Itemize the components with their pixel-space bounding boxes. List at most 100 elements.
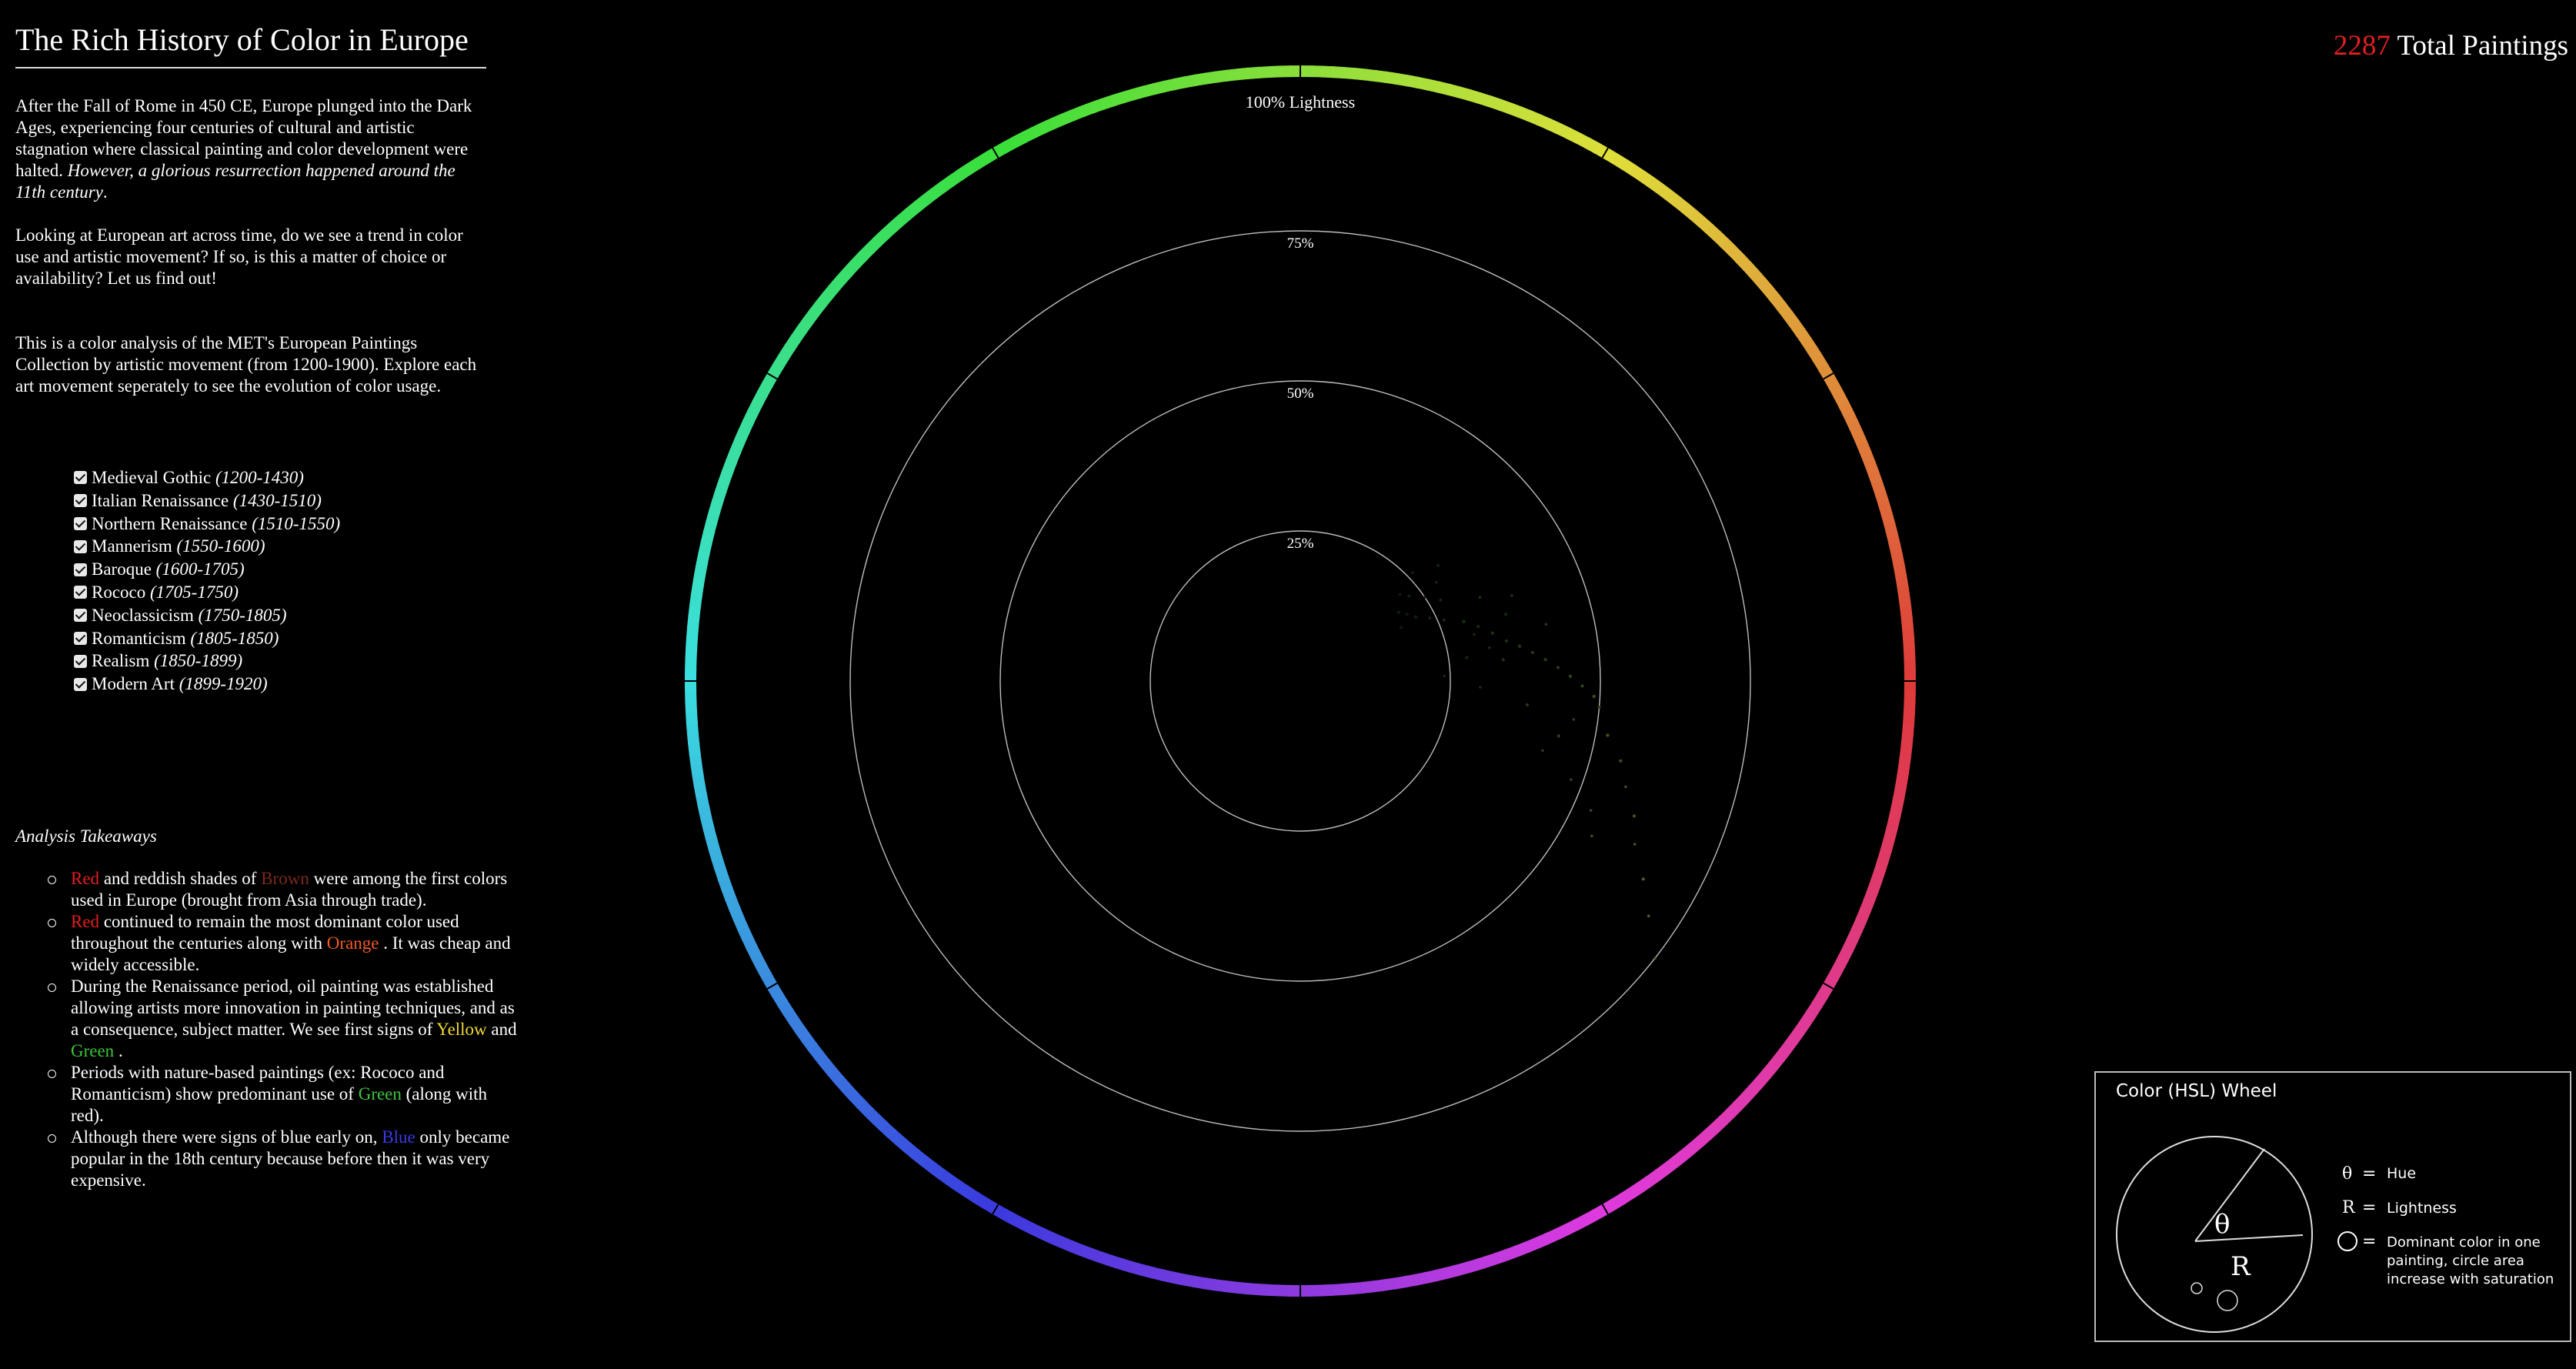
movement-item[interactable]: Neoclassicism (1750-1805) bbox=[74, 604, 340, 627]
painting-point[interactable] bbox=[1557, 734, 1560, 738]
legend-equals: = bbox=[2362, 1232, 2376, 1251]
hue-ring-segment bbox=[689, 593, 703, 608]
hue-ring-segment bbox=[1394, 72, 1410, 87]
movement-name: Mannerism bbox=[92, 536, 172, 556]
legend-equals: = bbox=[2362, 1198, 2376, 1217]
painting-point[interactable] bbox=[1592, 694, 1596, 699]
hue-ring-segment bbox=[1212, 1278, 1227, 1293]
movement-checkbox[interactable] bbox=[74, 516, 87, 530]
movement-item[interactable]: Rococo (1705-1750) bbox=[74, 581, 340, 604]
painting-point[interactable] bbox=[1442, 618, 1446, 622]
hue-ring-separator bbox=[992, 1204, 999, 1215]
movement-item[interactable]: Mannerism (1550-1600) bbox=[74, 535, 340, 558]
hue-ring-segment bbox=[692, 773, 706, 788]
painting-point[interactable] bbox=[1428, 616, 1432, 620]
painting-point[interactable] bbox=[1572, 718, 1576, 721]
hue-ring-segment bbox=[1319, 1284, 1333, 1297]
painting-point[interactable] bbox=[1624, 785, 1627, 789]
painting-point[interactable] bbox=[1568, 674, 1573, 679]
painting-point[interactable] bbox=[1501, 658, 1505, 662]
painting-point[interactable] bbox=[1504, 613, 1507, 616]
painting-point[interactable] bbox=[1405, 613, 1409, 616]
movement-item[interactable]: Baroque (1600-1705) bbox=[74, 558, 340, 581]
takeaway-item: Red and reddish shades of Brown were amo… bbox=[46, 868, 523, 911]
painting-point[interactable] bbox=[1398, 593, 1402, 596]
painting-point[interactable] bbox=[1407, 594, 1411, 598]
about-paragraph: This is a color analysis of the MET's Eu… bbox=[15, 333, 477, 396]
hue-ring-segment bbox=[686, 731, 700, 746]
takeaway-text: were among the first colors used in Euro… bbox=[71, 869, 508, 910]
painting-point[interactable] bbox=[1606, 733, 1610, 737]
painting-point[interactable] bbox=[1465, 656, 1469, 659]
legend-title: Color (HSL) Wheel bbox=[2116, 1081, 2277, 1101]
hue-ring-segment bbox=[1193, 72, 1208, 86]
painting-point[interactable] bbox=[1580, 684, 1584, 688]
painting-point[interactable] bbox=[1619, 759, 1623, 763]
painting-point[interactable] bbox=[1530, 650, 1534, 654]
painting-point[interactable] bbox=[1478, 596, 1482, 599]
painting-point[interactable] bbox=[1490, 631, 1494, 635]
painting-point[interactable] bbox=[1504, 639, 1508, 643]
hue-ring-segment bbox=[685, 700, 698, 713]
legend-hue-label: Hue bbox=[2387, 1165, 2416, 1182]
painting-point[interactable] bbox=[1541, 749, 1544, 753]
painting-point[interactable] bbox=[1399, 626, 1403, 629]
painting-point[interactable] bbox=[1590, 834, 1593, 838]
takeaway-text: (along with red). bbox=[71, 1084, 488, 1125]
movement-checkbox[interactable] bbox=[74, 586, 87, 599]
hue-ring-segment bbox=[1276, 1284, 1290, 1297]
page-title: The Rich History of Color in Europe bbox=[15, 22, 486, 68]
painting-point[interactable] bbox=[1525, 703, 1529, 706]
painting-point[interactable] bbox=[1597, 705, 1601, 709]
painting-point[interactable] bbox=[1411, 571, 1414, 574]
movement-item[interactable]: Realism (1850-1899) bbox=[74, 649, 340, 673]
hue-ring-segment bbox=[686, 721, 699, 735]
legend-circle-desc-1: Dominant color in one bbox=[2387, 1234, 2541, 1250]
painting-point[interactable] bbox=[1423, 596, 1426, 599]
hue-ring-segment bbox=[1236, 67, 1250, 81]
movement-item[interactable]: Northern Renaissance (1510-1550) bbox=[74, 513, 340, 536]
movement-checkbox[interactable] bbox=[74, 609, 87, 623]
painting-point[interactable] bbox=[1413, 615, 1418, 619]
movement-item[interactable]: Medieval Gothic (1200-1430) bbox=[74, 466, 340, 489]
hue-ring-segment bbox=[1902, 713, 1915, 726]
movement-checkbox[interactable] bbox=[74, 677, 87, 691]
painting-point[interactable] bbox=[1556, 666, 1560, 669]
hue-ring-segment bbox=[685, 646, 698, 660]
movement-checkbox[interactable] bbox=[74, 494, 87, 508]
movement-checkbox[interactable] bbox=[74, 631, 87, 645]
intro-end: . bbox=[102, 182, 108, 202]
painting-point[interactable] bbox=[1543, 657, 1547, 662]
painting-point[interactable] bbox=[1488, 646, 1491, 649]
painting-point[interactable] bbox=[1473, 633, 1476, 636]
painting-point[interactable] bbox=[1544, 623, 1548, 626]
painting-point[interactable] bbox=[1439, 598, 1443, 602]
movement-item[interactable]: Italian Renaissance (1430-1510) bbox=[74, 489, 340, 513]
painting-point[interactable] bbox=[1434, 580, 1438, 584]
painting-point[interactable] bbox=[1443, 674, 1446, 678]
movement-checkbox[interactable] bbox=[74, 539, 87, 553]
painting-point[interactable] bbox=[1641, 877, 1645, 881]
movement-checkbox[interactable] bbox=[74, 563, 87, 576]
hue-ring-segment bbox=[1896, 765, 1910, 780]
painting-point[interactable] bbox=[1589, 809, 1593, 812]
painting-point[interactable] bbox=[1462, 619, 1466, 623]
takeaway-color-red: Red bbox=[71, 869, 100, 888]
movement-item[interactable]: Romanticism (1805-1850) bbox=[74, 627, 340, 650]
hue-ring-segment bbox=[689, 752, 702, 767]
painting-point[interactable] bbox=[1517, 644, 1522, 649]
painting-point[interactable] bbox=[1477, 625, 1480, 629]
painting-point[interactable] bbox=[1479, 686, 1482, 689]
painting-point[interactable] bbox=[1570, 778, 1573, 781]
painting-point[interactable] bbox=[1647, 914, 1650, 918]
painting-point[interactable] bbox=[1436, 563, 1440, 567]
painting-point[interactable] bbox=[1632, 814, 1636, 818]
movement-checkbox[interactable] bbox=[74, 471, 87, 485]
movement-checkbox[interactable] bbox=[74, 654, 87, 668]
movement-item[interactable]: Modern Art (1899-1920) bbox=[74, 673, 340, 696]
painting-point[interactable] bbox=[1653, 957, 1657, 960]
hue-ring-segment bbox=[1899, 744, 1913, 759]
painting-point[interactable] bbox=[1510, 594, 1513, 597]
painting-point[interactable] bbox=[1396, 610, 1400, 614]
painting-point[interactable] bbox=[1633, 843, 1637, 846]
